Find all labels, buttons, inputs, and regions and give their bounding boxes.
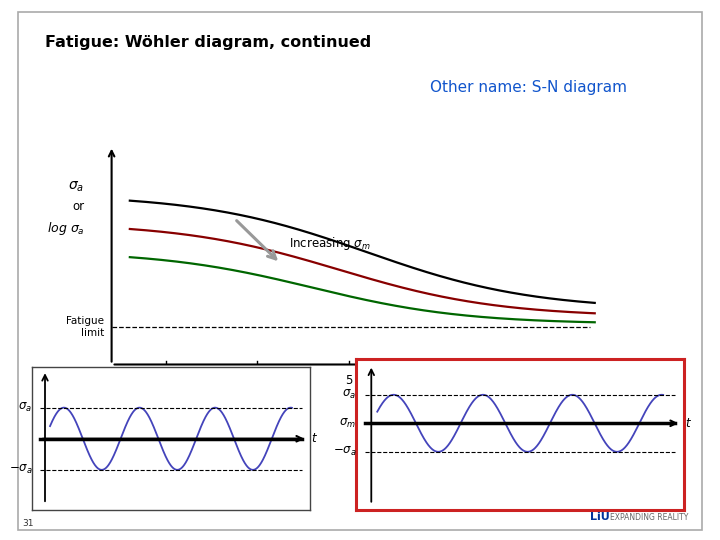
Text: $\sigma_a$: $\sigma_a$ [19, 401, 32, 414]
Text: 31: 31 [22, 519, 34, 528]
Text: 4: 4 [253, 374, 261, 387]
Text: $\sigma_a$: $\sigma_a$ [68, 179, 84, 193]
Text: log $\sigma_a$: log $\sigma_a$ [47, 220, 84, 237]
Text: t: t [685, 417, 690, 430]
Text: Other name: S-N diagram: Other name: S-N diagram [430, 80, 627, 95]
Text: log $N_f$: log $N_f$ [618, 376, 658, 393]
Text: LiU: LiU [590, 512, 610, 522]
Text: $\sigma_m$: $\sigma_m$ [340, 417, 356, 430]
Text: 6: 6 [436, 374, 444, 387]
Text: $\sigma_a$: $\sigma_a$ [343, 388, 356, 401]
Text: Increasing $\sigma_m$: Increasing $\sigma_m$ [289, 234, 371, 252]
Text: EXPANDING REALITY: EXPANDING REALITY [610, 513, 688, 522]
Text: Fatigue
limit: Fatigue limit [66, 316, 104, 338]
Text: or: or [72, 200, 84, 213]
Text: Fatigue: Wöhler diagram, continued: Fatigue: Wöhler diagram, continued [45, 35, 372, 50]
Text: $-\sigma_a$: $-\sigma_a$ [9, 463, 32, 476]
Text: 7: 7 [527, 374, 535, 387]
Text: 3: 3 [163, 374, 170, 387]
Text: $-\sigma_a$: $-\sigma_a$ [333, 446, 356, 458]
Text: 5: 5 [345, 374, 352, 387]
Text: t: t [311, 432, 315, 445]
